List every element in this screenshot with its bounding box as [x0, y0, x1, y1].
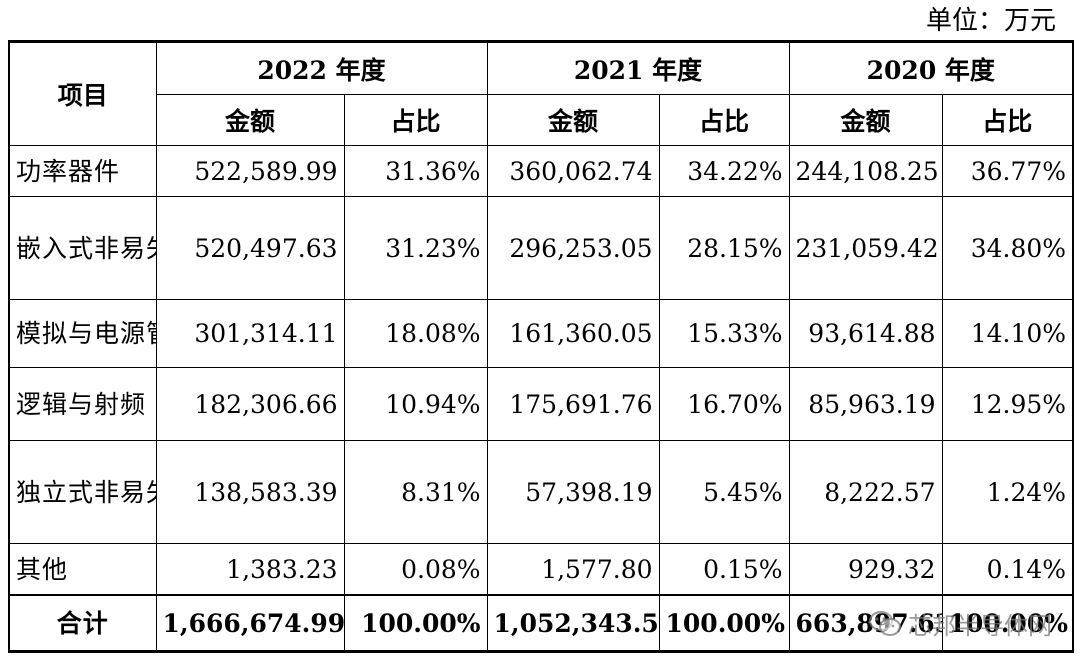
amount-cell: 1,577.80 [486, 543, 660, 596]
share-cell: 31.23% [343, 196, 488, 300]
share-header: 占比 [658, 94, 790, 146]
row-name: 嵌入式非易失性存储器 [8, 196, 157, 300]
amount-cell: 360,062.74 [486, 145, 660, 197]
table-row: 模拟与电源管理 301,314.11 18.08% 161,360.05 15.… [8, 299, 1074, 368]
amount-cell: 301,314.11 [155, 299, 345, 368]
total-amount-cell: 663,897.63 [788, 594, 943, 652]
share-cell: 16.70% [658, 367, 790, 441]
unit-label: 单位：万元 [925, 6, 1056, 36]
year-header-2020: 2020 年度 [788, 41, 1074, 95]
amount-cell: 182,306.66 [155, 367, 345, 441]
amount-cell: 231,059.42 [788, 196, 943, 300]
revenue-table: 项目 2022 年度 2021 年度 2020 年度 金额 占比 金额 占比 金… [8, 40, 1075, 653]
share-cell: 15.33% [658, 299, 790, 368]
share-cell: 10.94% [343, 367, 488, 441]
row-name: 逻辑与射频 [8, 367, 157, 441]
row-name: 其他 [8, 543, 157, 596]
year-header-2022: 2022 年度 [155, 41, 488, 95]
share-cell: 8.31% [343, 440, 488, 544]
table-row: 其他 1,383.23 0.08% 1,577.80 0.15% 929.32 … [8, 543, 1074, 596]
amount-cell: 522,589.99 [155, 145, 345, 197]
amount-cell: 85,963.19 [788, 367, 943, 441]
amount-cell: 520,497.63 [155, 196, 345, 300]
total-share-cell: 100.00% [343, 594, 488, 652]
year-header-2021: 2021 年度 [486, 41, 790, 95]
amount-cell: 138,583.39 [155, 440, 345, 544]
total-row: 合计 1,666,674.99 100.00% 1,052,343.59 100… [8, 594, 1074, 652]
amount-cell: 1,383.23 [155, 543, 345, 596]
amount-cell: 929.32 [788, 543, 943, 596]
share-header: 占比 [941, 94, 1074, 146]
share-cell: 0.15% [658, 543, 790, 596]
share-cell: 18.08% [343, 299, 488, 368]
share-cell: 14.10% [941, 299, 1074, 368]
total-share-cell: 100.00% [658, 594, 790, 652]
row-name: 独立式非易失性存储器 [8, 440, 157, 544]
table-row: 独立式非易失性存储器 138,583.39 8.31% 57,398.19 5.… [8, 440, 1074, 544]
share-cell: 0.08% [343, 543, 488, 596]
amount-cell: 175,691.76 [486, 367, 660, 441]
table-row: 逻辑与射频 182,306.66 10.94% 175,691.76 16.70… [8, 367, 1074, 441]
share-cell: 1.24% [941, 440, 1074, 544]
amount-cell: 161,360.05 [486, 299, 660, 368]
row-name: 功率器件 [8, 145, 157, 197]
total-share-cell: 100.00% [941, 594, 1074, 652]
share-cell: 36.77% [941, 145, 1074, 197]
share-cell: 12.95% [941, 367, 1074, 441]
share-header: 占比 [343, 94, 488, 146]
share-cell: 28.15% [658, 196, 790, 300]
total-amount-cell: 1,052,343.59 [486, 594, 660, 652]
row-name: 模拟与电源管理 [8, 299, 157, 368]
amount-header: 金额 [155, 94, 345, 146]
amount-header: 金额 [788, 94, 943, 146]
table-row: 嵌入式非易失性存储器 520,497.63 31.23% 296,253.05 … [8, 196, 1074, 300]
share-cell: 34.80% [941, 196, 1074, 300]
share-cell: 0.14% [941, 543, 1074, 596]
table-row: 功率器件 522,589.99 31.36% 360,062.74 34.22%… [8, 145, 1074, 197]
amount-cell: 93,614.88 [788, 299, 943, 368]
total-amount-cell: 1,666,674.99 [155, 594, 345, 652]
share-cell: 31.36% [343, 145, 488, 197]
share-cell: 34.22% [658, 145, 790, 197]
amount-header: 金额 [486, 94, 660, 146]
amount-cell: 244,108.25 [788, 145, 943, 197]
amount-cell: 8,222.57 [788, 440, 943, 544]
item-header: 项目 [8, 41, 157, 146]
share-cell: 5.45% [658, 440, 790, 544]
amount-cell: 57,398.19 [486, 440, 660, 544]
amount-cell: 296,253.05 [486, 196, 660, 300]
total-label: 合计 [8, 594, 157, 652]
